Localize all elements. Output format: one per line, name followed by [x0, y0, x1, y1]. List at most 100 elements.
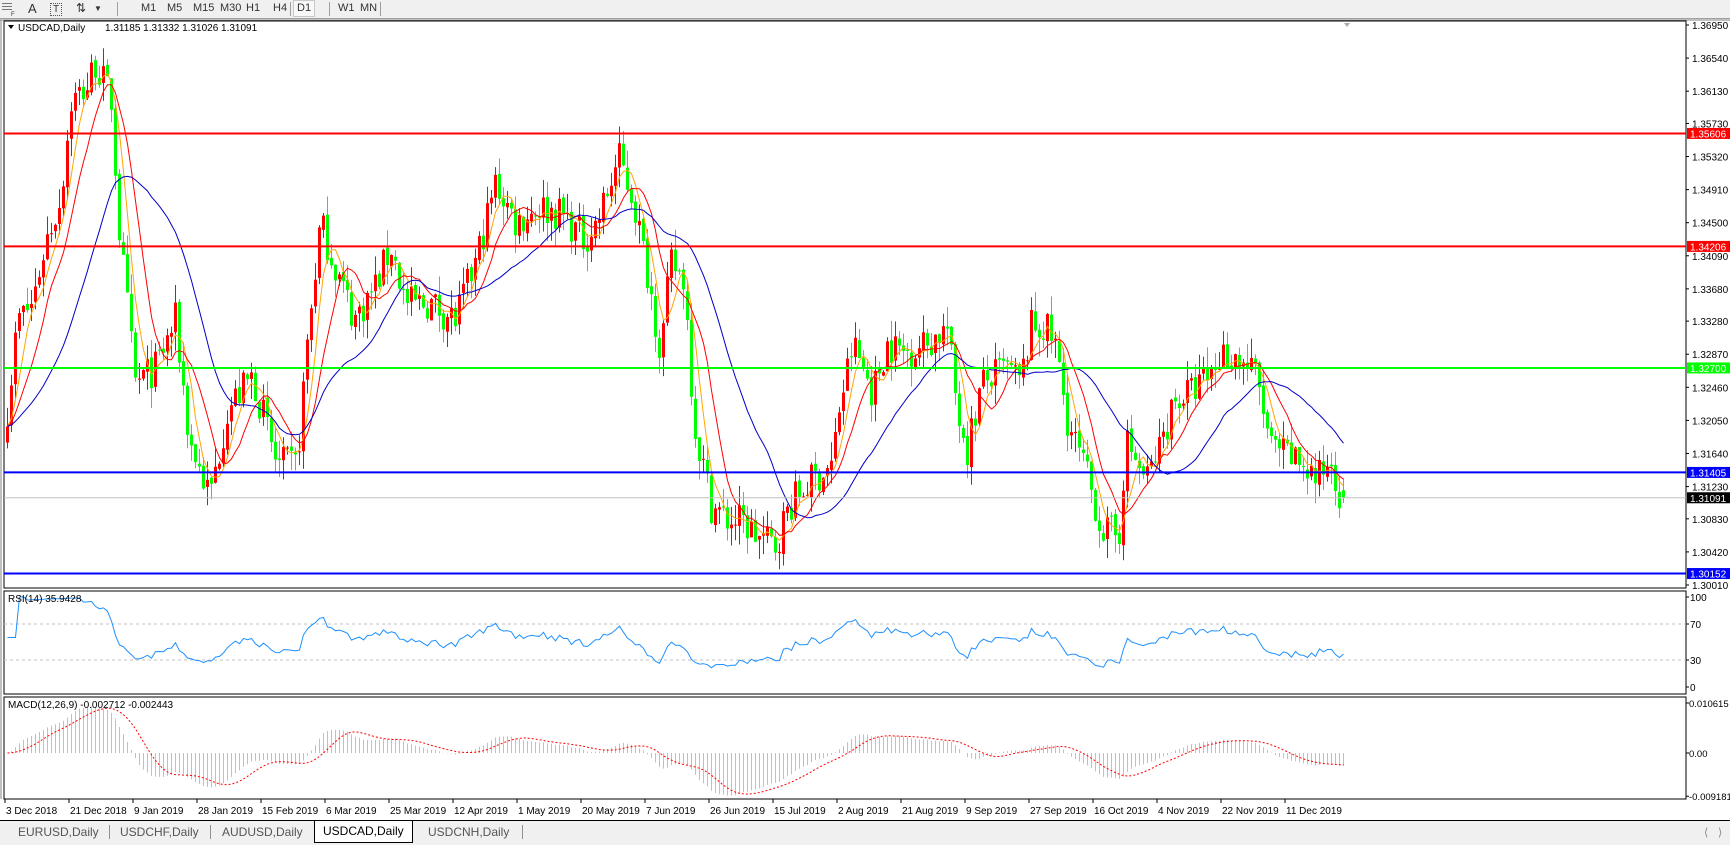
candle [406, 281, 409, 316]
candle [966, 421, 969, 479]
candle [42, 254, 45, 297]
price-tick-label: 1.36540 [1692, 54, 1729, 65]
chart-tab-usdcad[interactable]: USDCAD,Daily [314, 821, 413, 843]
candle [170, 326, 173, 357]
chart-window[interactable]: 1.36950 1.36540 1.36130 1.35730 1.35320 1.349… [0, 19, 1730, 820]
candle-body [1030, 309, 1033, 360]
candle [910, 339, 913, 387]
price-tick-label: 1.30420 [1692, 548, 1729, 559]
candle-body [1110, 515, 1113, 517]
candle [378, 270, 381, 290]
timeframe-m30[interactable]: M30 [220, 2, 242, 14]
chart-tab-eurusd[interactable]: EURUSD,Daily [18, 825, 99, 839]
candle-body [694, 398, 697, 439]
candle [478, 231, 481, 265]
price-tick-label: 1.35320 [1692, 153, 1729, 164]
candle-body [830, 460, 833, 470]
candle [266, 381, 269, 431]
grid-icon[interactable]: F [2, 2, 16, 16]
scroll-right-icon[interactable]: ⟩ [1718, 827, 1723, 839]
candle-body [434, 294, 437, 298]
candle [746, 506, 749, 554]
candle-body [818, 472, 821, 491]
candle [246, 372, 249, 385]
candle [882, 370, 885, 377]
timeframe-m5[interactable]: M5 [167, 2, 183, 14]
candle [854, 322, 857, 365]
price-label: 1.32700 [1690, 364, 1727, 375]
candle-body [882, 372, 885, 376]
candle [318, 225, 321, 285]
timeframe-h1[interactable]: H1 [246, 2, 261, 14]
candle [554, 203, 557, 247]
candle-body [1070, 432, 1073, 436]
timeframe-m1[interactable]: M1 [141, 2, 157, 14]
timeframe-mn[interactable]: MN [360, 2, 378, 14]
timeframe-h4[interactable]: H4 [273, 2, 288, 14]
candle [362, 297, 365, 338]
candle-body [1114, 514, 1117, 536]
scroll-left-icon[interactable]: ⟨ [1704, 827, 1709, 839]
candle [1158, 418, 1161, 472]
rsi-axis-label: 0 [1690, 683, 1696, 694]
candle [662, 320, 665, 377]
candle-body [390, 254, 393, 267]
candle-body [158, 349, 161, 351]
price-label-box [1687, 127, 1730, 139]
candle-body [298, 451, 301, 453]
text-label-icon[interactable]: T [50, 3, 62, 16]
candle [574, 221, 577, 255]
candle [614, 154, 617, 205]
candle [666, 261, 669, 326]
candle-body [42, 260, 45, 278]
tab-separator [522, 825, 523, 839]
candle-body [114, 108, 117, 176]
candle-body [970, 418, 973, 468]
arrows-icon[interactable]: ⇅ [76, 1, 87, 15]
candle-body [662, 323, 665, 358]
candle [850, 342, 853, 372]
candle [922, 315, 925, 369]
candle [530, 196, 533, 227]
chart-tab-audusd[interactable]: AUDUSD,Daily [222, 825, 303, 839]
candle-body [1330, 464, 1333, 467]
timeframe-w1[interactable]: W1 [338, 2, 355, 14]
candle [350, 279, 353, 331]
candle [54, 223, 57, 239]
candle-body [498, 173, 501, 199]
candle-body [1058, 341, 1061, 362]
candle-body [766, 526, 769, 536]
candle-body [318, 227, 321, 278]
candle-body [1334, 465, 1337, 492]
candle-body [790, 507, 793, 520]
candle-body [1134, 452, 1137, 460]
candle [678, 268, 681, 275]
candle-body [706, 459, 709, 474]
chart-tab-usdcnh[interactable]: USDCNH,Daily [428, 825, 510, 839]
candle [546, 182, 549, 241]
text-icon[interactable]: A [28, 1, 37, 16]
timeframe-d1[interactable]: D1 [293, 0, 316, 17]
timeframe-m15[interactable]: M15 [193, 2, 215, 14]
rsi-axis-label: 70 [1690, 620, 1702, 631]
candle [238, 367, 241, 407]
candle-body [646, 238, 649, 288]
candle [398, 261, 401, 291]
chart-tab-usdchf[interactable]: USDCHF,Daily [120, 825, 199, 839]
dropdown-icon[interactable]: ▼ [94, 4, 102, 13]
candle-body [406, 288, 409, 303]
candle [1162, 422, 1165, 449]
candle [734, 504, 737, 541]
candle [1174, 388, 1177, 410]
candle [422, 292, 425, 309]
candle-body [150, 357, 153, 389]
date-label: 21 Dec 2018 [70, 806, 127, 817]
date-label: 6 Mar 2019 [326, 806, 377, 817]
candle [446, 313, 449, 347]
candle-body [994, 359, 997, 386]
candle [390, 254, 393, 277]
date-label: 11 Dec 2019 [1286, 806, 1342, 817]
candle [306, 334, 309, 394]
candle [202, 457, 205, 491]
candle-body [1250, 358, 1253, 371]
